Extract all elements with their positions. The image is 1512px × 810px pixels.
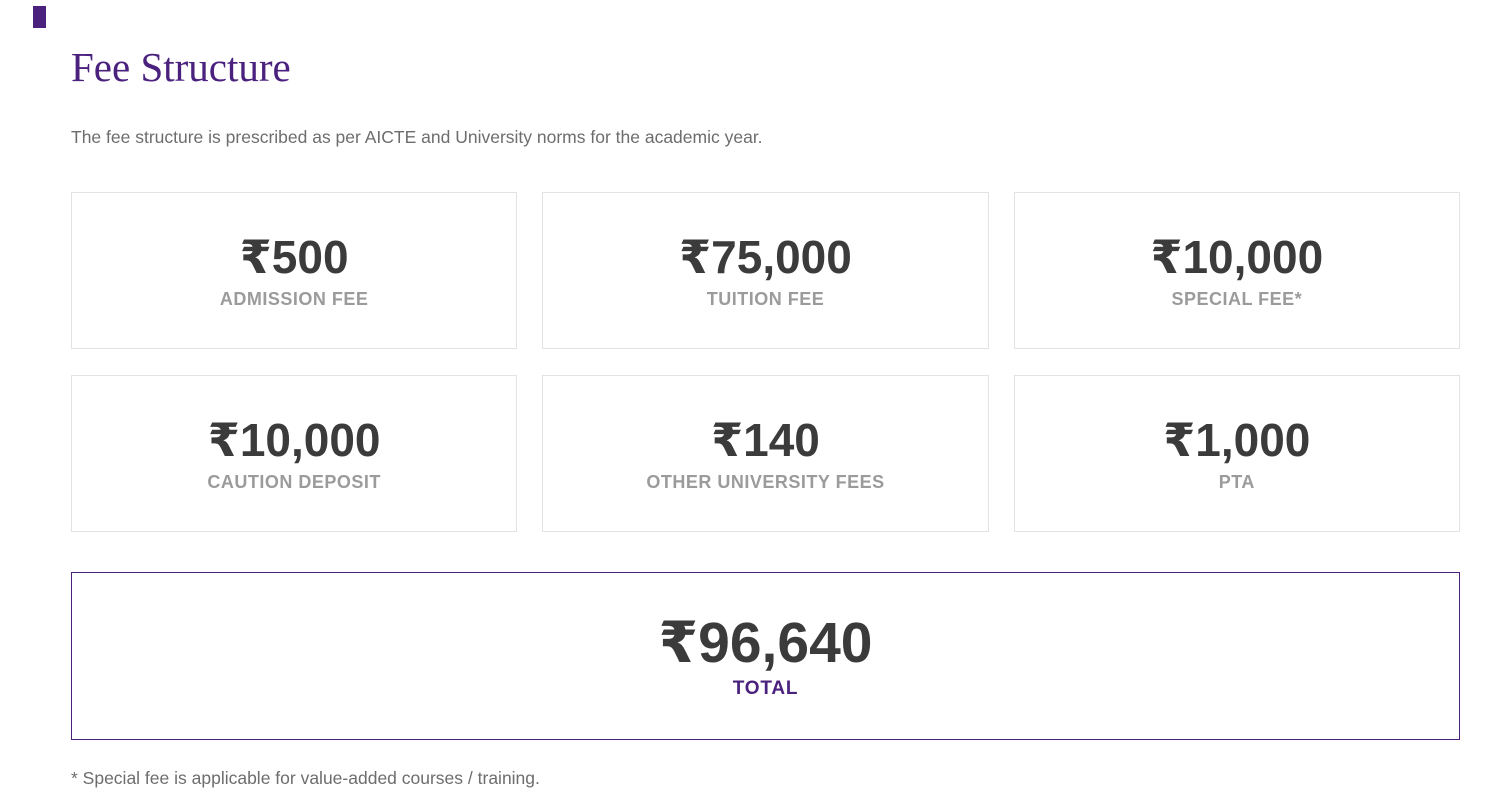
fee-label: PTA bbox=[1218, 471, 1255, 492]
total-amount: ₹96,640 bbox=[658, 610, 873, 675]
fee-amount: ₹140 bbox=[711, 413, 820, 466]
fee-card-tuition: ₹75,000 TUITION FEE bbox=[542, 191, 989, 349]
fee-card-pta: ₹1,000 PTA bbox=[1013, 374, 1460, 532]
page-description: The fee structure is prescribed as per A… bbox=[71, 127, 763, 148]
fee-card-other-university-fees: ₹140 OTHER UNIVERSITY FEES bbox=[542, 374, 989, 532]
special-fee-footnote: * Special fee is applicable for value-ad… bbox=[71, 767, 540, 788]
fee-structure-section: Fee Structure The fee structure is presc… bbox=[71, 0, 1460, 789]
fee-label: OTHER UNIVERSITY FEES bbox=[646, 471, 885, 492]
fee-amount: ₹1,000 bbox=[1163, 413, 1311, 466]
page-title: Fee Structure bbox=[71, 44, 291, 90]
fee-card-special: ₹10,000 SPECIAL FEE* bbox=[1013, 191, 1460, 349]
fee-amount: ₹75,000 bbox=[679, 230, 852, 283]
total-label: TOTAL bbox=[732, 677, 799, 699]
fee-card-total: ₹96,640 TOTAL bbox=[71, 571, 1460, 740]
fee-card-grid: ₹500 ADMISSION FEE ₹75,000 TUITION FEE ₹… bbox=[71, 191, 1460, 532]
fee-label: ADMISSION FEE bbox=[219, 288, 369, 309]
fee-card-admission: ₹500 ADMISSION FEE bbox=[71, 191, 518, 349]
fee-label: SPECIAL FEE* bbox=[1171, 288, 1303, 309]
fee-amount: ₹10,000 bbox=[207, 413, 381, 466]
fee-label: TUITION FEE bbox=[706, 288, 825, 309]
fee-card-caution-deposit: ₹10,000 CAUTION DEPOSIT bbox=[71, 374, 518, 532]
decorative-purple-mark bbox=[33, 6, 46, 28]
fee-label: CAUTION DEPOSIT bbox=[207, 471, 381, 492]
fee-amount: ₹500 bbox=[239, 230, 349, 283]
fee-amount: ₹10,000 bbox=[1150, 230, 1324, 283]
